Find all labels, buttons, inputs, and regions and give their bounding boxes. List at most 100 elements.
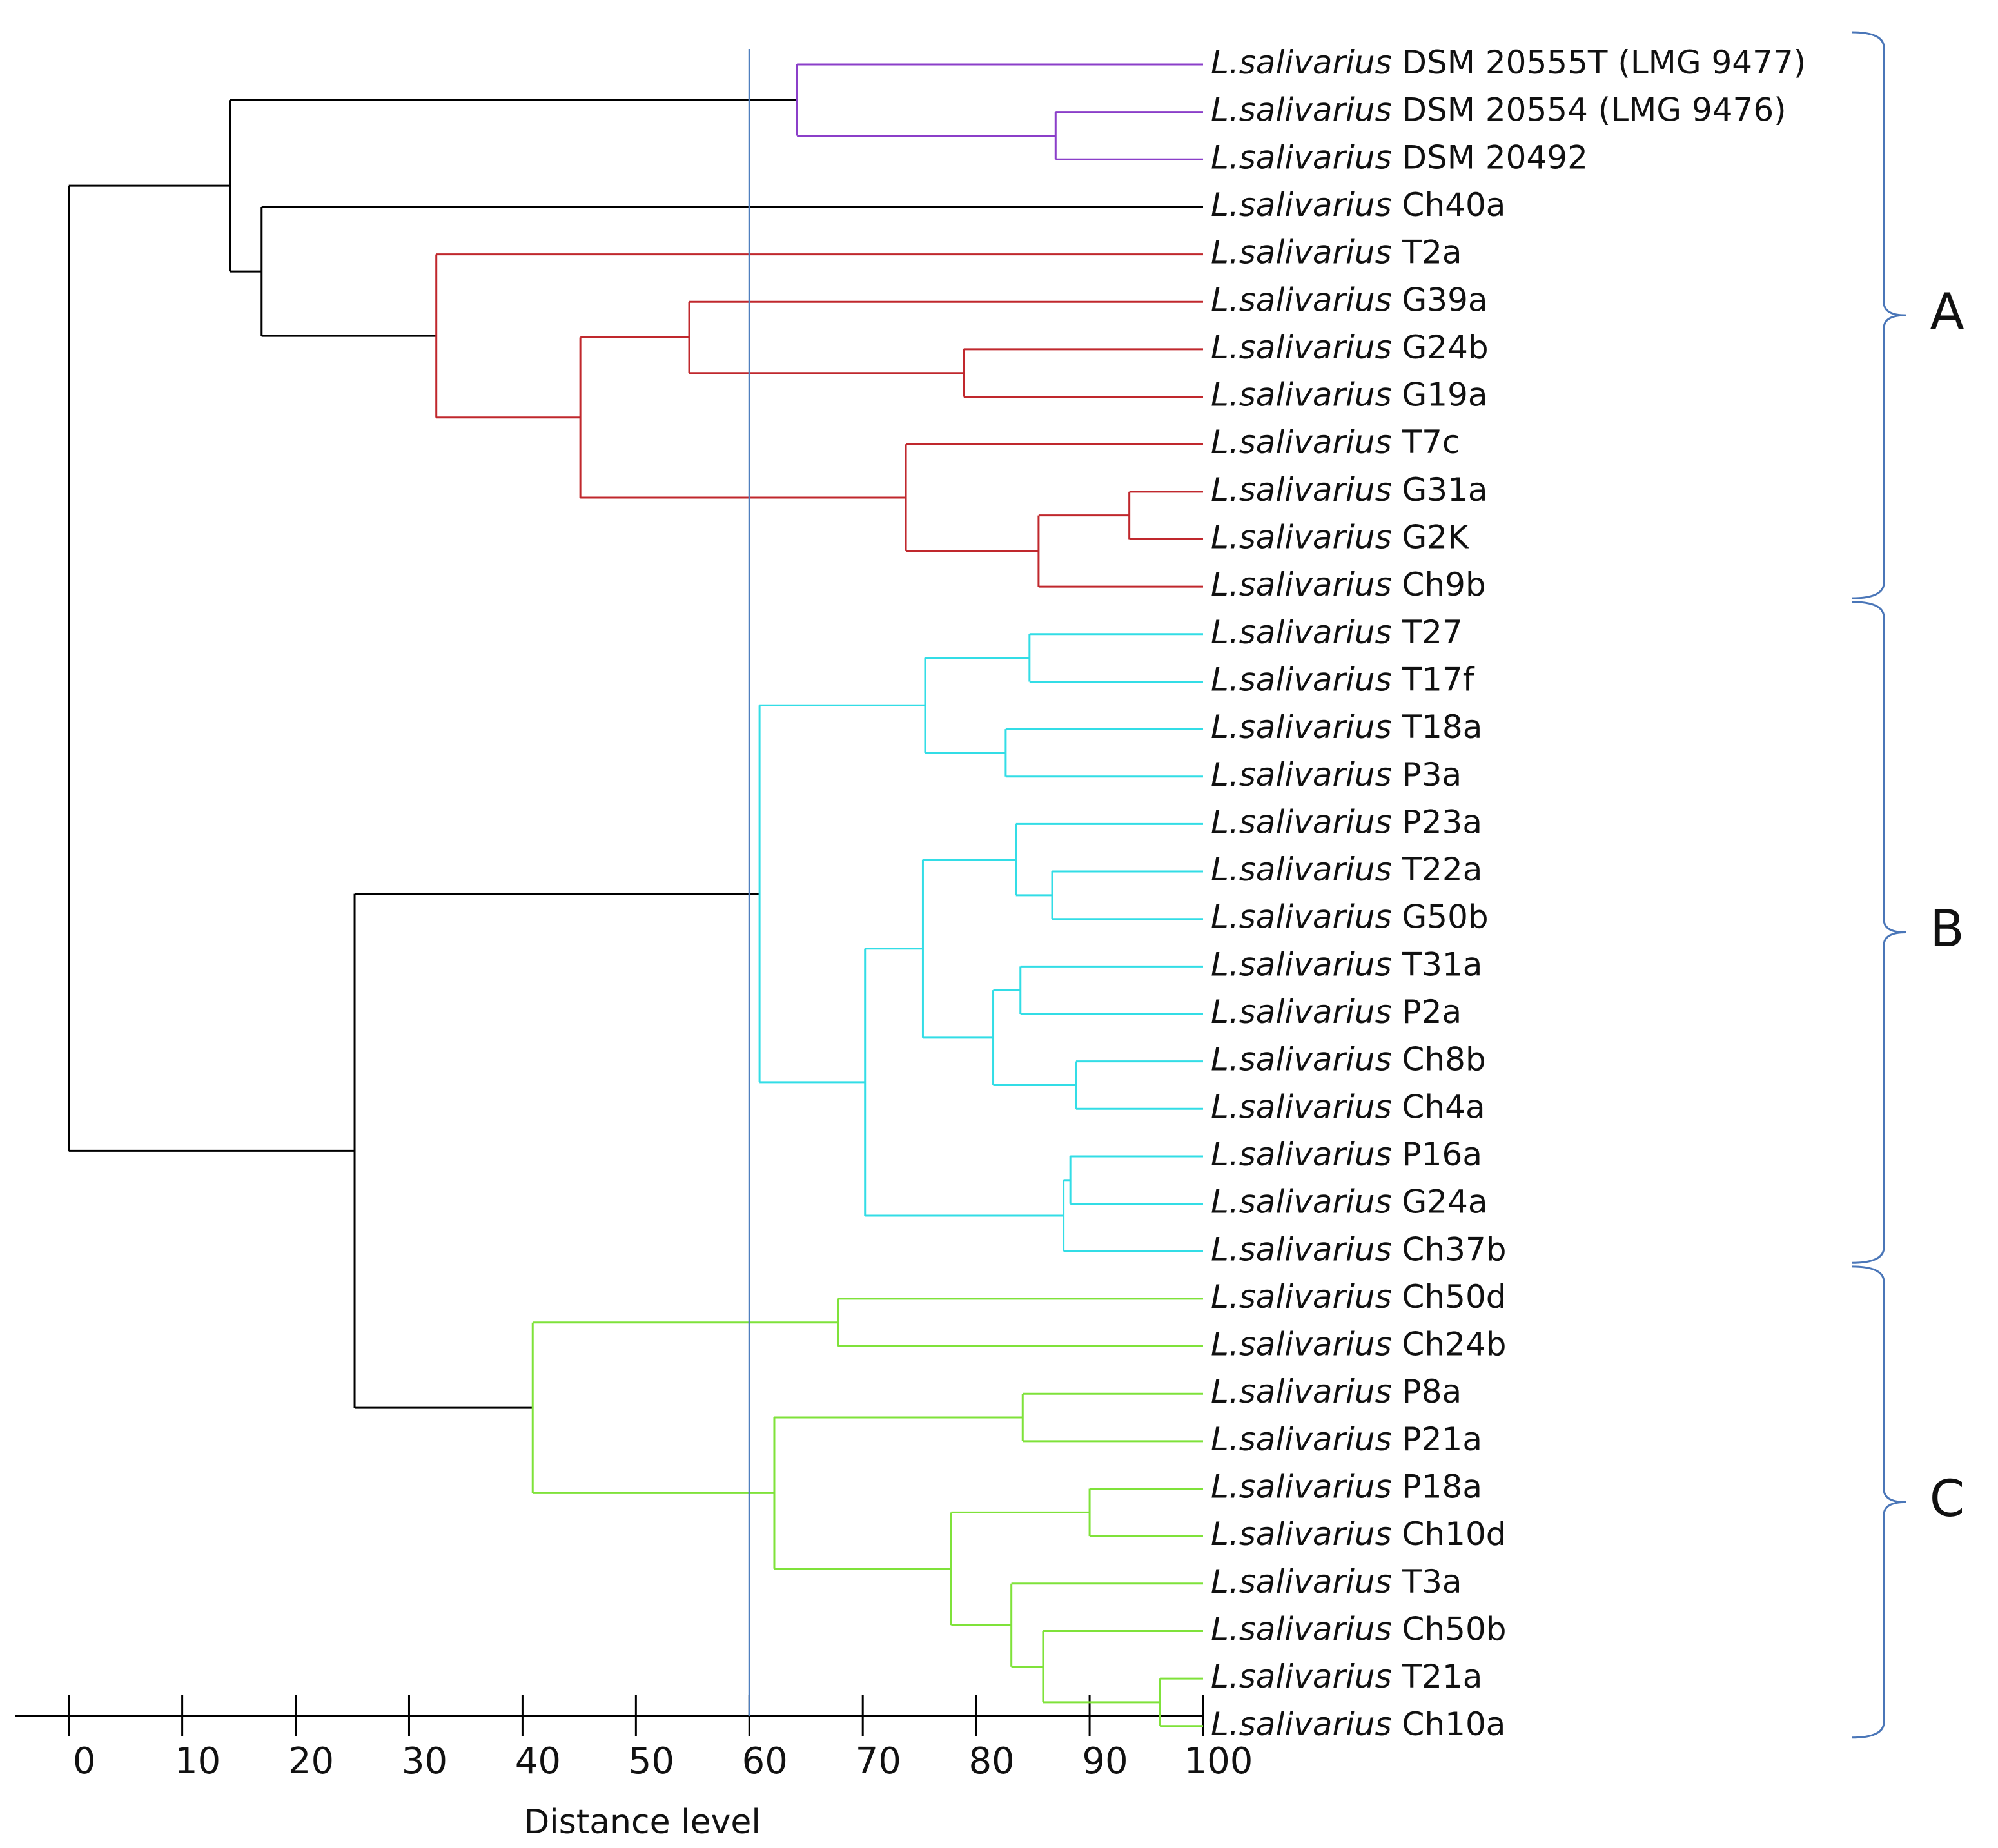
leaf-genus: L.salivarius <box>1211 946 1392 983</box>
leaf-genus: L.salivarius <box>1211 1610 1392 1648</box>
leaf-label: L.salivarius Ch10a <box>1211 1705 1505 1742</box>
leaf-genus: L.salivarius <box>1211 898 1392 935</box>
leaf-label: L.salivarius Ch50b <box>1211 1610 1507 1648</box>
leaf-genus: L.salivarius <box>1211 1705 1392 1742</box>
leaf-label: L.salivarius G31a <box>1211 471 1488 508</box>
leaf-genus: L.salivarius <box>1211 708 1392 746</box>
leaf-label: L.salivarius P21a <box>1211 1420 1482 1457</box>
leaf-genus: L.salivarius <box>1211 1230 1392 1268</box>
leaf-strain: Ch10a <box>1402 1705 1506 1742</box>
leaf-genus: L.salivarius <box>1211 1040 1392 1078</box>
leaf-label: L.salivarius G39a <box>1211 281 1488 318</box>
x-tick-label: 0 <box>73 1740 96 1782</box>
leaf-strain: Ch9b <box>1402 566 1486 603</box>
leaf-strain: P8a <box>1402 1373 1462 1410</box>
leaf-label: L.salivarius DSM 20492 <box>1211 139 1588 176</box>
leaf-strain: T2a <box>1402 233 1462 271</box>
leaf-strain: DSM 20554 (LMG 9476) <box>1402 91 1787 128</box>
leaf-strain: G39a <box>1402 281 1488 318</box>
leaf-genus: L.salivarius <box>1211 44 1392 81</box>
leaf-genus: L.salivarius <box>1211 471 1392 508</box>
leaf-strain: T7c <box>1402 423 1460 461</box>
leaf-strain: T22a <box>1402 851 1483 888</box>
leaf-label: L.salivarius T3a <box>1211 1562 1462 1600</box>
leaf-label: L.salivarius T17f <box>1211 661 1475 698</box>
leaf-label: L.salivarius T31a <box>1211 946 1482 983</box>
leaf-genus: L.salivarius <box>1211 376 1392 413</box>
cluster-label: C <box>1930 1470 1964 1528</box>
leaf-genus: L.salivarius <box>1211 139 1392 176</box>
leaf-label: L.salivarius G50b <box>1211 898 1489 935</box>
leaf-strain: G24a <box>1402 1183 1488 1220</box>
x-tick-label: 100 <box>1184 1740 1253 1782</box>
x-tick-label: 10 <box>175 1740 220 1782</box>
leaf-genus: L.salivarius <box>1211 661 1392 698</box>
leaf-genus: L.salivarius <box>1211 755 1392 793</box>
leaf-genus: L.salivarius <box>1211 1562 1392 1600</box>
leaf-label: L.salivarius T27 <box>1211 613 1463 650</box>
leaf-label: L.salivarius T18a <box>1211 708 1482 746</box>
x-tick-label: 80 <box>969 1740 1015 1782</box>
leaf-genus: L.salivarius <box>1211 281 1392 318</box>
leaf-genus: L.salivarius <box>1211 1088 1392 1125</box>
leaf-strain: G50b <box>1402 898 1489 935</box>
leaf-strain: T21a <box>1402 1658 1483 1695</box>
cluster-bracket <box>1851 1265 1906 1739</box>
leaf-genus: L.salivarius <box>1211 1468 1392 1505</box>
leaf-label: L.salivarius Ch40a <box>1211 186 1505 223</box>
cluster-bracket <box>1851 601 1906 1264</box>
leaf-label: L.salivarius Ch50d <box>1211 1278 1507 1315</box>
leaf-genus: L.salivarius <box>1211 1420 1392 1457</box>
leaf-strain: Ch4a <box>1402 1088 1485 1125</box>
leaf-genus: L.salivarius <box>1211 233 1392 271</box>
leaf-genus: L.salivarius <box>1211 1515 1392 1553</box>
leaf-genus: L.salivarius <box>1211 423 1392 461</box>
leaf-strain: T31a <box>1402 946 1483 983</box>
leaf-strain: Ch50d <box>1402 1278 1507 1315</box>
leaf-label: L.salivarius T2a <box>1211 233 1462 271</box>
leaf-label: L.salivarius G24b <box>1211 328 1489 365</box>
leaf-strain: T3a <box>1402 1562 1462 1600</box>
leaf-label: L.salivarius Ch37b <box>1211 1230 1507 1268</box>
leaf-strain: Ch10d <box>1402 1515 1507 1553</box>
leaf-strain: G2K <box>1402 518 1470 556</box>
leaf-label: L.salivarius Ch24b <box>1211 1325 1507 1363</box>
leaf-label: L.salivarius P3a <box>1211 755 1462 793</box>
leaf-genus: L.salivarius <box>1211 613 1392 650</box>
leaf-genus: L.salivarius <box>1211 1373 1392 1410</box>
x-tick-label: 40 <box>515 1740 561 1782</box>
leaf-strain: Ch37b <box>1402 1230 1507 1268</box>
leaf-strain: P3a <box>1402 755 1462 793</box>
leaf-label: L.salivarius Ch10d <box>1211 1515 1507 1553</box>
leaf-strain: P16a <box>1402 1135 1482 1172</box>
x-tick-label: 50 <box>629 1740 674 1782</box>
leaf-strain: P23a <box>1402 803 1482 841</box>
leaf-genus: L.salivarius <box>1211 1183 1392 1220</box>
leaf-strain: G31a <box>1402 471 1488 508</box>
leaf-strain: P18a <box>1402 1468 1482 1505</box>
leaf-genus: L.salivarius <box>1211 91 1392 128</box>
leaf-strain: P2a <box>1402 993 1462 1031</box>
leaf-label: L.salivarius G2K <box>1211 518 1469 556</box>
leaf-strain: Ch40a <box>1402 186 1506 223</box>
leaf-genus: L.salivarius <box>1211 803 1392 841</box>
leaf-strain: Ch8b <box>1402 1040 1486 1078</box>
leaf-genus: L.salivarius <box>1211 1135 1392 1172</box>
leaf-strain: G19a <box>1402 376 1488 413</box>
leaf-label: L.salivarius P8a <box>1211 1373 1462 1410</box>
cluster-bracket <box>1851 31 1906 599</box>
leaf-label: L.salivarius Ch9b <box>1211 566 1486 603</box>
leaf-label: L.salivarius T22a <box>1211 851 1482 888</box>
leaf-genus: L.salivarius <box>1211 328 1392 365</box>
cluster-label: A <box>1930 284 1964 342</box>
leaf-label: L.salivarius DSM 20554 (LMG 9476) <box>1211 91 1787 128</box>
leaf-strain: G24b <box>1402 328 1489 365</box>
x-tick-label: 70 <box>856 1740 901 1782</box>
leaf-genus: L.salivarius <box>1211 518 1392 556</box>
leaf-genus: L.salivarius <box>1211 1325 1392 1363</box>
leaf-label: L.salivarius P23a <box>1211 803 1482 841</box>
leaf-genus: L.salivarius <box>1211 993 1392 1031</box>
leaf-label: L.salivarius P16a <box>1211 1135 1482 1172</box>
leaf-label: L.salivarius P18a <box>1211 1468 1482 1505</box>
